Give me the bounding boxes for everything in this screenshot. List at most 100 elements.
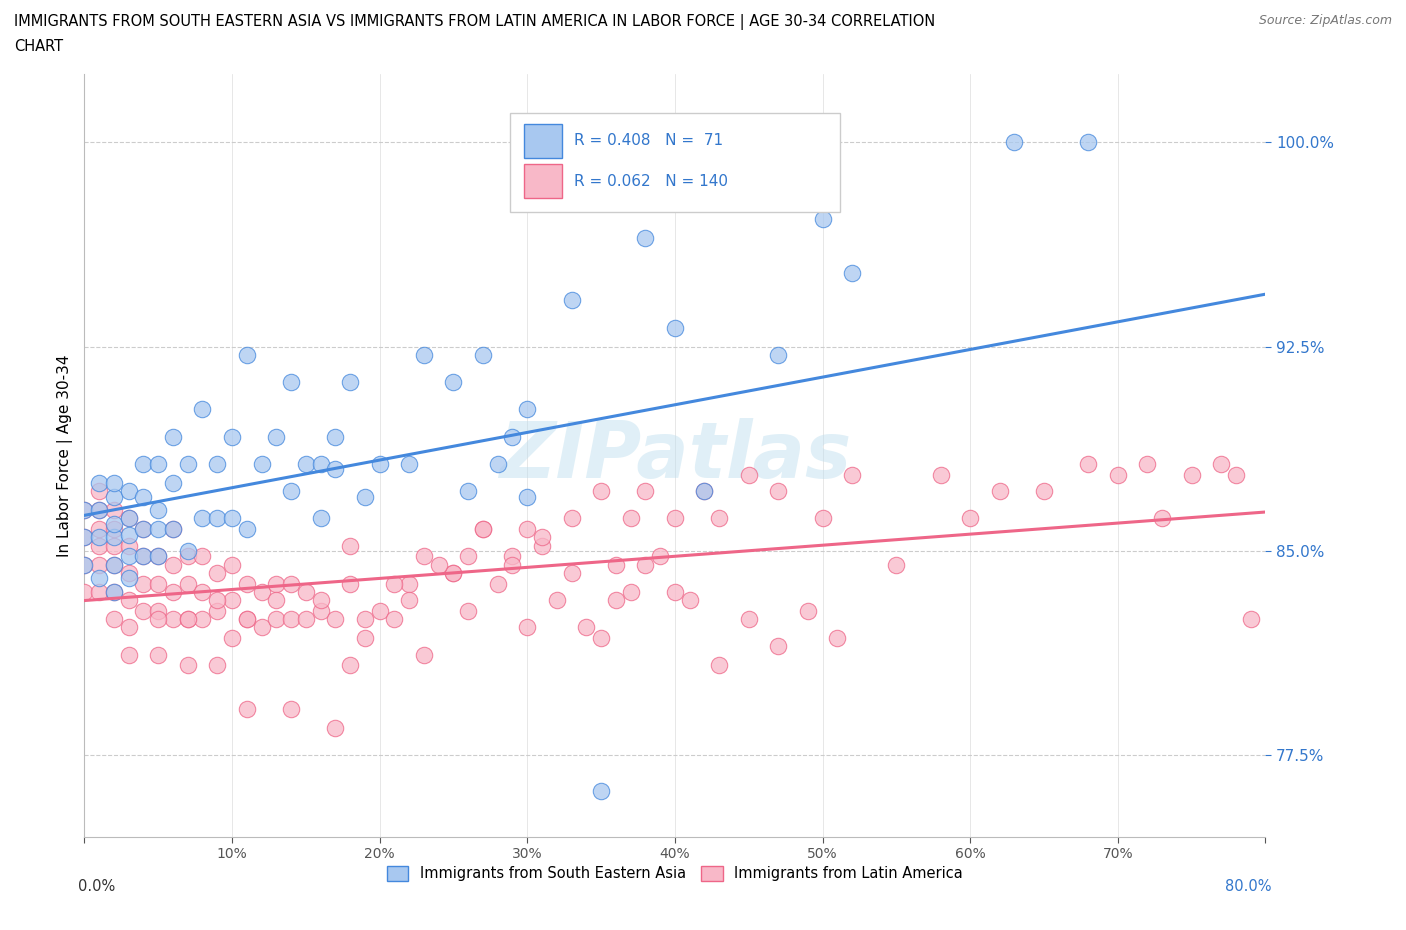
Point (1033, 484, 1056, 498)
Point (207, 457, 229, 472)
Point (177, 577, 200, 591)
Point (634, 231, 657, 246)
Point (103, 475, 125, 490)
Point (148, 503, 170, 518)
Point (886, 557, 908, 572)
Point (148, 457, 170, 472)
Point (103, 584, 125, 599)
Point (1181, 467, 1204, 482)
Point (118, 565, 141, 580)
Point (207, 592, 229, 607)
Point (398, 457, 420, 472)
Point (413, 647, 436, 662)
Point (266, 429, 288, 444)
Point (162, 522, 184, 537)
Point (457, 484, 479, 498)
Point (1077, 135, 1099, 150)
Point (398, 577, 420, 591)
Point (280, 612, 302, 627)
Point (1107, 467, 1129, 482)
Point (73, 530, 96, 545)
Point (103, 612, 125, 627)
Point (132, 577, 155, 591)
Point (236, 577, 259, 591)
Point (591, 484, 613, 498)
Point (177, 544, 200, 559)
Point (250, 619, 273, 634)
Point (382, 612, 406, 627)
Bar (523, 124, 561, 158)
Text: R = 0.062   N = 140: R = 0.062 N = 140 (575, 174, 728, 189)
Point (309, 511, 332, 525)
Point (561, 293, 583, 308)
Point (457, 549, 479, 564)
Point (1136, 897, 1159, 912)
Point (280, 577, 302, 591)
Point (250, 457, 273, 472)
Point (1136, 457, 1159, 472)
Point (988, 484, 1011, 498)
Point (236, 522, 259, 537)
Point (118, 511, 141, 525)
Point (103, 584, 125, 599)
Point (1225, 467, 1247, 482)
Point (427, 557, 450, 572)
Bar (523, 164, 561, 198)
Point (73, 503, 96, 518)
Point (162, 557, 184, 572)
Text: 0.0%: 0.0% (79, 879, 115, 894)
Point (103, 489, 125, 504)
Point (148, 647, 170, 662)
Point (1004, 135, 1026, 150)
Point (368, 457, 391, 472)
Point (486, 457, 509, 472)
Point (162, 475, 184, 490)
Point (959, 511, 981, 525)
Point (132, 604, 155, 618)
Point (148, 612, 170, 627)
Point (811, 511, 834, 525)
Point (73, 503, 96, 518)
Point (486, 577, 509, 591)
Point (103, 503, 125, 518)
Point (339, 658, 361, 673)
Point (413, 348, 436, 363)
Point (664, 584, 686, 599)
Point (797, 604, 820, 618)
Point (191, 584, 214, 599)
Point (605, 557, 627, 572)
Point (679, 592, 702, 607)
Point (266, 577, 288, 591)
Point (929, 467, 952, 482)
Point (132, 489, 155, 504)
Text: IMMIGRANTS FROM SOUTH EASTERN ASIA VS IMMIGRANTS FROM LATIN AMERICA IN LABOR FOR: IMMIGRANTS FROM SOUTH EASTERN ASIA VS IM… (14, 14, 935, 30)
Point (591, 783, 613, 798)
Point (221, 557, 243, 572)
Point (118, 619, 141, 634)
Point (236, 348, 259, 363)
Point (132, 549, 155, 564)
Point (295, 612, 318, 627)
Point (250, 584, 273, 599)
Point (221, 511, 243, 525)
Point (162, 522, 184, 537)
Point (162, 429, 184, 444)
Point (443, 565, 465, 580)
Point (191, 549, 214, 564)
Point (103, 530, 125, 545)
Point (73, 584, 96, 599)
Point (339, 577, 361, 591)
Point (236, 701, 259, 716)
Point (148, 549, 170, 564)
Point (177, 457, 200, 472)
Point (605, 592, 627, 607)
Text: CHART: CHART (14, 39, 63, 54)
Point (841, 467, 863, 482)
Point (620, 584, 643, 599)
Y-axis label: In Labor Force | Age 30-34: In Labor Force | Age 30-34 (58, 354, 73, 557)
Point (472, 522, 495, 537)
Point (87, 557, 111, 572)
Point (472, 348, 495, 363)
Point (501, 549, 523, 564)
Point (811, 211, 834, 226)
